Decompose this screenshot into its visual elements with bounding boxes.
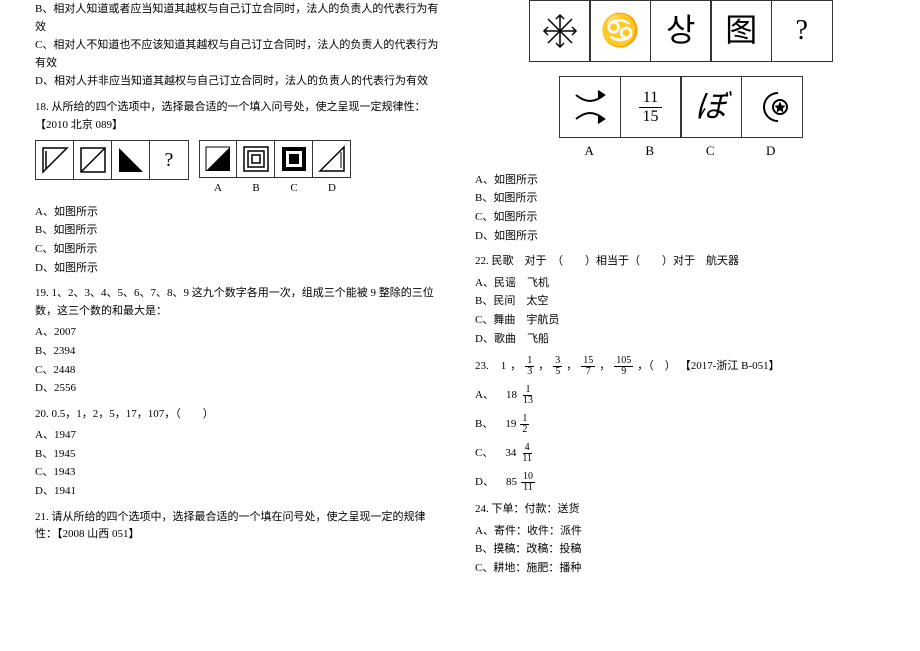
pre-option: C、相对人不知道也不应该知道其越权与自己订立合同时，法人的负责人的代表行为有效 [35, 37, 445, 72]
q21-label-d: D [766, 141, 775, 162]
q21-label-a: A [585, 141, 594, 162]
stem-cell [529, 0, 591, 62]
q21-label-b: B [645, 141, 654, 162]
q21-option: D、如图所示 [475, 228, 885, 246]
stem-cell: ♋ [589, 0, 651, 62]
q23-text: 23. 1， 13， 35， 157， 1059 ，（ ） 【2017-浙江 B… [475, 356, 885, 377]
q19-option: D、2556 [35, 380, 445, 398]
question-18: 18. 从所给的四个选项中，选择最合适的一个填入问号处，使之呈现一定规律性：【2… [35, 99, 445, 277]
q22-text: 22. 民歌 对于 （ ）相当于（ ）对于 航天器 [475, 253, 885, 271]
pre-option: D、相对人并非应当知道其越权与自己订立合同时，法人的负责人的代表行为有效 [35, 73, 445, 91]
q24-text: 24. 下单：付款：送货 [475, 501, 885, 519]
q18-text: 18. 从所给的四个选项中，选择最合适的一个填入问号处，使之呈现一定规律性：【2… [35, 99, 445, 134]
q18-label-d: D [328, 180, 336, 198]
q19-option: C、2448 [35, 362, 445, 380]
q23-option: B、 19 12 [475, 414, 885, 435]
question-24: 24. 下单：付款：送货 A、寄件：收件：派件 B、摸稿：改稿：投稿 C、耕地：… [475, 501, 885, 577]
q23-option: C、 34 411 [475, 443, 885, 464]
q19-option: B、2394 [35, 343, 445, 361]
q24-option: A、寄件：收件：派件 [475, 523, 885, 541]
q18-option: D、如图所示 [35, 260, 445, 278]
question-19: 19. 1、2、3、4、5、6、7、8、9 这九个数字各用一次，组成三个能被 9… [35, 285, 445, 398]
q18-option: C、如图所示 [35, 241, 445, 259]
q18-label-c: C [290, 180, 297, 198]
q21-option: C、如图所示 [475, 209, 885, 227]
q23-option: A、 18 113 [475, 385, 885, 406]
q18-images: ? A B C [35, 140, 445, 198]
answer-cell-c: ぼ [680, 76, 742, 138]
q21-label-c: C [706, 141, 715, 162]
left-column: B、相对人知道或者应当知道其越权与自己订立合同时，法人的负责人的代表行为有效 C… [20, 0, 460, 586]
q20-option: B、1945 [35, 446, 445, 464]
q19-text: 19. 1、2、3、4、5、6、7、8、9 这九个数字各用一次，组成三个能被 9… [35, 285, 445, 320]
stem-cell: 상 [650, 0, 712, 62]
answer-cell-b: 1115 [620, 76, 682, 138]
q19-option: A、2007 [35, 324, 445, 342]
q18-stem-box: ? [35, 140, 189, 180]
q18-label-b: B [252, 180, 259, 198]
q20-option: A、1947 [35, 427, 445, 445]
q18-option: B、如图所示 [35, 222, 445, 240]
q22-option: C、舞曲 宇航员 [475, 312, 885, 330]
pre-option: B、相对人知道或者应当知道其越权与自己订立合同时，法人的负责人的代表行为有效 [35, 1, 445, 36]
q22-option: D、歌曲 飞船 [475, 331, 885, 349]
q24-option: C、耕地：施肥：播种 [475, 560, 885, 578]
q22-option: B、民间 太空 [475, 293, 885, 311]
q24-option: B、摸稿：改稿：投稿 [475, 541, 885, 559]
q21-text: 21. 请从所给的四个选项中，选择最合适的一个填在问号处，使之呈现一定的规律性：… [35, 509, 445, 544]
q21-option: B、如图所示 [475, 190, 885, 208]
q23-option: D、 85 1011 [475, 472, 885, 493]
right-column: ♋ 상 图 ? A 1115 B ぼ C [460, 0, 900, 586]
q20-option: C、1943 [35, 464, 445, 482]
stem-cell: 图 [710, 0, 772, 62]
q18-label-a: A [214, 180, 222, 198]
q20-option: D、1941 [35, 483, 445, 501]
question-20: 20. 0.5，1，2，5，17，107，（ ） A、1947 B、1945 C… [35, 406, 445, 501]
q21-option: A、如图所示 [475, 172, 885, 190]
q21-images: ♋ 상 图 ? A 1115 B ぼ C [475, 0, 885, 162]
q18-option: A、如图所示 [35, 204, 445, 222]
q20-text: 20. 0.5，1，2，5，17，107，（ ） [35, 406, 445, 424]
question-21: 21. 请从所给的四个选项中，选择最合适的一个填在问号处，使之呈现一定的规律性：… [35, 509, 445, 544]
answer-cell-a [559, 76, 621, 138]
stem-cell: ? [771, 0, 833, 62]
question-23: 23. 1， 13， 35， 157， 1059 ，（ ） 【2017-浙江 B… [475, 356, 885, 493]
answer-cell-d [741, 76, 803, 138]
question-22: 22. 民歌 对于 （ ）相当于（ ）对于 航天器 A、民谣 飞机 B、民间 太… [475, 253, 885, 348]
q22-option: A、民谣 飞机 [475, 275, 885, 293]
